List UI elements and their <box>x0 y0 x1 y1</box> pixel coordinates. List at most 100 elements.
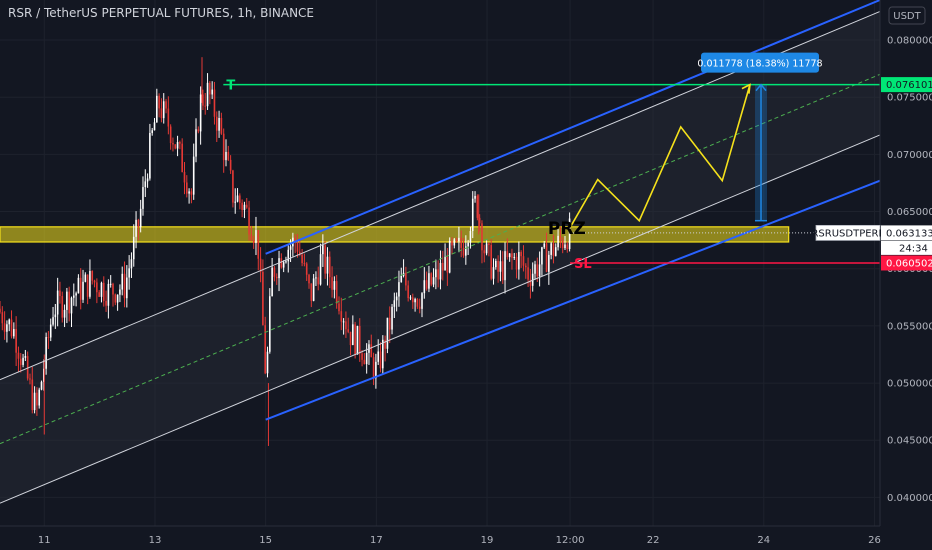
candle-body <box>156 95 158 123</box>
candle-body <box>282 262 285 268</box>
candle-body <box>398 282 400 297</box>
candle-body <box>222 133 225 161</box>
y-tick-label: 0.050000 <box>887 379 932 390</box>
measure-label-box <box>701 52 820 73</box>
candle-body <box>508 253 511 258</box>
y-tick-label: 0.040000 <box>887 493 932 504</box>
candle-body <box>259 258 262 272</box>
candle-body <box>393 300 396 307</box>
candle-body <box>312 278 315 301</box>
candle-body <box>266 351 269 374</box>
candle-body <box>225 151 227 161</box>
candle-body <box>190 191 193 195</box>
candle-body <box>229 159 232 171</box>
candle-body <box>218 117 220 131</box>
candle-body <box>317 277 320 285</box>
candle-body <box>241 202 243 211</box>
candle-body <box>234 201 237 203</box>
x-tick-label: 11 <box>38 535 51 546</box>
candle-body <box>86 274 89 297</box>
candle-body <box>363 359 366 365</box>
candle-body <box>294 237 296 243</box>
symbol-tag <box>815 224 881 241</box>
candle-body <box>70 297 73 314</box>
candle-body <box>10 319 13 337</box>
symbol-label: RSRUSDTPERP <box>811 228 884 239</box>
candles <box>0 57 571 446</box>
candle-body <box>310 283 313 301</box>
measure-label: 0.011778 (18.38%) 11778 <box>697 59 822 70</box>
candle-body <box>116 294 119 303</box>
candle-body <box>460 237 463 248</box>
candle-body <box>458 237 460 242</box>
prz-zone-layer <box>0 226 790 243</box>
candle-body <box>84 274 87 282</box>
candle-body <box>264 325 267 374</box>
candle-body <box>287 249 290 262</box>
candle-body <box>522 256 525 266</box>
candle-body <box>552 243 555 256</box>
candle-body <box>151 130 154 133</box>
candle-body <box>384 339 386 349</box>
candle-body <box>400 275 403 283</box>
annotations: 0.011778 (18.38%) 11778 T SL PRZ <box>226 52 823 272</box>
stop-tag-label: 0.060502 <box>886 258 932 269</box>
candle-body <box>215 116 218 131</box>
candle-body <box>527 267 529 280</box>
time-axis-bg <box>0 526 932 550</box>
candle-body <box>354 324 356 355</box>
candle-body <box>478 217 481 224</box>
candle-body <box>437 269 439 280</box>
candle-body <box>411 297 414 303</box>
x-tick-label: 22 <box>647 535 660 546</box>
candle-body <box>162 101 165 119</box>
candle-body <box>199 94 202 132</box>
candle-body <box>139 208 142 227</box>
candle-body <box>17 352 20 359</box>
stop-tag <box>881 255 932 271</box>
candle-body <box>82 281 84 300</box>
candle-body <box>538 264 541 277</box>
drawings[interactable] <box>0 0 881 504</box>
last-price-tag <box>881 225 932 241</box>
candle-body <box>165 101 167 109</box>
candle-body <box>130 259 133 269</box>
candle-body <box>243 204 246 211</box>
candle-body <box>248 207 250 235</box>
candle-body <box>550 243 552 255</box>
candle-body <box>179 142 181 144</box>
candle-body <box>506 251 509 258</box>
measure-arrow <box>755 83 767 92</box>
candle-body <box>471 198 474 232</box>
candle-body <box>534 264 536 274</box>
candle-body <box>529 279 532 286</box>
candle-body <box>262 271 264 326</box>
candle-body <box>448 241 451 273</box>
candle-body <box>476 195 479 218</box>
channel-inner-lower <box>0 134 881 504</box>
candle-body <box>220 117 223 134</box>
candle-body <box>174 144 177 149</box>
candle-body <box>15 329 17 353</box>
stop-label: SL <box>574 257 592 272</box>
last-price-label: 0.063133 <box>886 228 932 239</box>
candle-body <box>66 291 68 310</box>
y-tick-label: 0.055000 <box>887 321 932 332</box>
candle-body <box>548 254 550 272</box>
candle-body <box>49 324 52 338</box>
candle-body <box>568 218 571 250</box>
candle-body <box>377 351 380 362</box>
x-tick-label: 19 <box>481 535 494 546</box>
candle-body <box>455 239 458 242</box>
candle-body <box>40 381 43 390</box>
candle-body <box>77 277 80 294</box>
candle-body <box>499 261 502 272</box>
candle-body <box>109 283 112 285</box>
y-tick-label: 0.075000 <box>887 93 932 104</box>
candle-body <box>257 230 260 259</box>
candle-body <box>566 244 569 250</box>
channel-outer-upper <box>265 0 881 255</box>
candle-body <box>29 378 31 380</box>
